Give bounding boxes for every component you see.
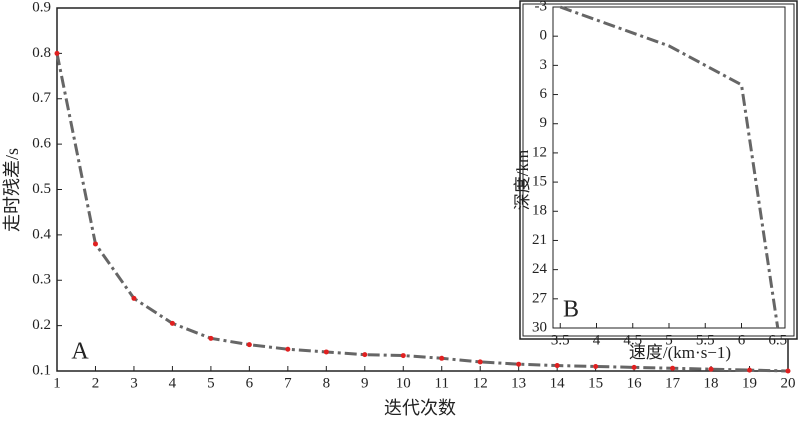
x-tick-label: 6: [246, 375, 254, 391]
panel-label: B: [563, 297, 579, 323]
data-point: [246, 342, 252, 348]
y-tick-label: 0.1: [32, 362, 51, 378]
x-tick-label: 13: [511, 375, 526, 391]
x-tick-label: 19: [742, 375, 757, 391]
x-axis-label: 迭代次数: [384, 398, 456, 418]
x-tick-label: 6.5: [768, 332, 787, 348]
data-point: [670, 365, 676, 371]
data-point: [323, 349, 329, 355]
x-tick-label: 7: [284, 375, 292, 391]
data-point: [208, 335, 214, 341]
y-axis-label: 走时残差/s: [2, 148, 22, 232]
y-tick-label: 0.4: [32, 226, 51, 242]
data-point: [477, 359, 483, 365]
y-tick-label: 3: [540, 57, 548, 73]
x-axis-label: 速度/(km·s−1): [629, 343, 731, 362]
data-line: [559, 5, 780, 329]
x-tick-label: 18: [704, 375, 719, 391]
x-tick-label: 12: [473, 375, 488, 391]
x-tick-label: 8: [323, 375, 331, 391]
data-point: [92, 241, 98, 247]
x-tick-label: 6: [738, 332, 746, 348]
y-tick-label: 0.3: [32, 272, 51, 288]
data-point: [747, 367, 753, 373]
data-point: [169, 320, 175, 326]
x-tick-label: 9: [361, 375, 369, 391]
data-point: [439, 355, 445, 361]
data-point: [54, 50, 60, 56]
y-tick-label: 0.9: [32, 0, 51, 15]
y-tick-label: 0: [540, 28, 548, 44]
data-point: [400, 353, 406, 359]
y-tick-label: 0.8: [32, 45, 51, 61]
y-tick-label: 27: [532, 290, 548, 306]
y-tick-label: 0.7: [32, 90, 51, 106]
data-line: [55, 53, 789, 373]
x-tick-label: 10: [396, 375, 411, 391]
panel-label: A: [71, 339, 89, 365]
y-tick-label: -3: [535, 0, 548, 14]
y-tick-label: 30: [532, 319, 547, 335]
x-tick-label: 20: [781, 375, 796, 391]
x-tick-label: 15: [588, 375, 603, 391]
data-point: [631, 364, 637, 370]
y-tick-label: 0.6: [32, 136, 51, 152]
y-tick-label: 24: [532, 261, 548, 277]
inset-frame: [519, 0, 798, 340]
x-tick-label: 4.5: [623, 332, 642, 348]
y-tick-label: 18: [532, 203, 547, 219]
y-tick-label: 12: [532, 144, 547, 160]
y-tick-label: 21: [532, 232, 547, 248]
x-tick-label: 5: [665, 332, 673, 348]
x-tick-label: 5: [207, 375, 215, 391]
data-point: [593, 363, 599, 369]
x-tick-label: 17: [665, 375, 681, 391]
x-tick-label: 11: [435, 375, 449, 391]
data-point: [708, 366, 714, 372]
data-point: [554, 363, 560, 369]
x-tick-label: 1: [53, 375, 61, 391]
data-point: [785, 368, 791, 374]
x-tick-label: 16: [627, 375, 643, 391]
x-tick-label: 14: [550, 375, 566, 391]
data-point: [285, 346, 291, 352]
y-tick-label: 0.2: [32, 317, 51, 333]
y-axis-label: 深度/km: [513, 150, 532, 210]
x-tick-label: 5.5: [696, 332, 715, 348]
x-tick-label: 3: [130, 375, 138, 391]
y-tick-label: 0.5: [32, 181, 51, 197]
y-tick-label: 9: [540, 115, 548, 131]
x-tick-label: 4: [169, 375, 177, 391]
data-point: [362, 352, 368, 358]
inset-frame-inner: [522, 3, 795, 337]
data-point: [131, 295, 137, 301]
x-tick-label: 3.5: [551, 332, 570, 348]
x-tick-label: 4: [593, 332, 601, 348]
y-tick-label: 15: [532, 174, 547, 190]
data-point: [516, 361, 522, 367]
x-tick-label: 2: [92, 375, 100, 391]
y-tick-label: 6: [540, 86, 548, 102]
